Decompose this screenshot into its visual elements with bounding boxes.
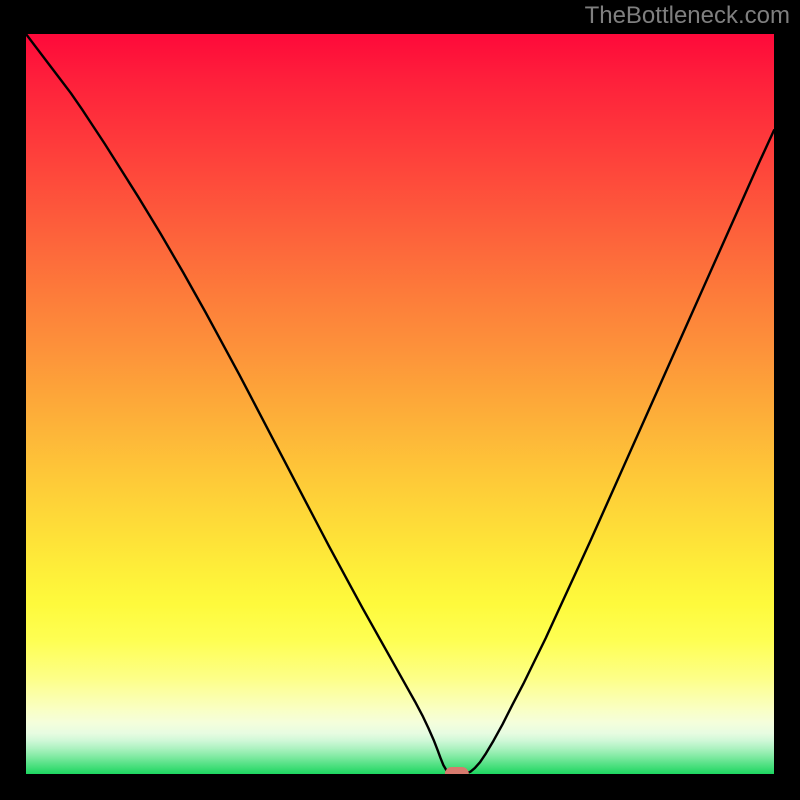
chart-container: TheBottleneck.com [0,0,800,800]
bottleneck-curve [26,34,774,774]
watermark-label: TheBottleneck.com [585,2,790,30]
chart-overlay [26,34,774,774]
optimum-marker [445,767,469,774]
plot-area [26,34,774,774]
